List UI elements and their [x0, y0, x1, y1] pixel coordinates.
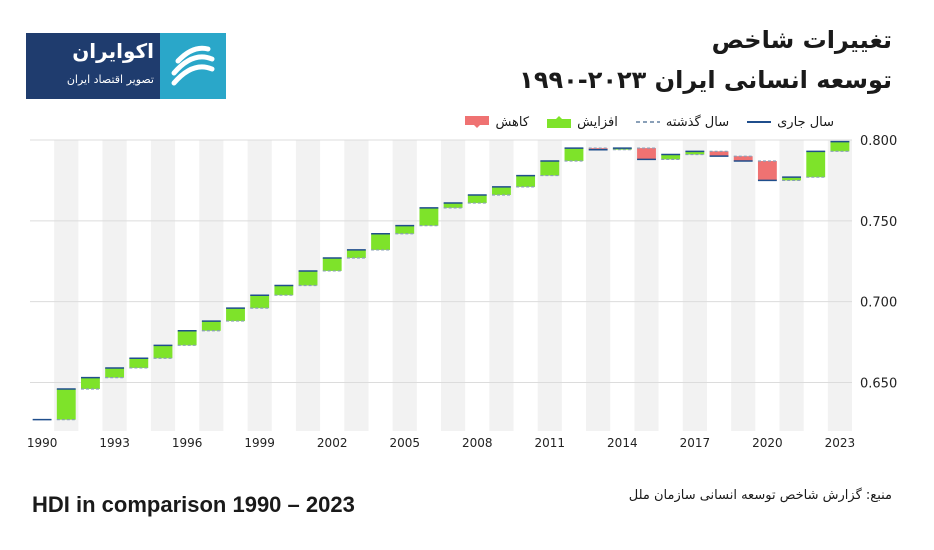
decrease-bar	[588, 148, 608, 150]
chart-title: تغییرات شاخص توسعه انسانی ایران ۲۰۲۳-۱۹۹…	[372, 20, 892, 100]
increase-bar	[395, 225, 415, 234]
x-tick-label: 1990	[27, 436, 58, 450]
background-band	[489, 140, 514, 431]
increase-bar	[806, 151, 826, 178]
increase-bar	[129, 358, 149, 368]
increase-bar	[564, 148, 584, 162]
increase-bar	[177, 330, 197, 346]
decrease-bar	[709, 151, 729, 157]
increase-bar	[443, 203, 463, 208]
background-band	[586, 140, 611, 431]
increase-bar	[201, 321, 221, 331]
background-band	[634, 140, 659, 431]
x-tick-label: 1996	[172, 436, 203, 450]
background-band	[199, 140, 224, 431]
decrease-bar	[637, 148, 656, 160]
title-line-2: توسعه انسانی ایران ۲۰۲۳-۱۹۹۰	[519, 66, 892, 94]
increase-bar	[56, 388, 76, 420]
legend-previous-year: سال گذشته	[635, 114, 730, 130]
background-band	[779, 140, 804, 431]
spiral-icon	[171, 45, 215, 86]
increase-bar	[685, 151, 705, 155]
increase-bar	[274, 285, 294, 296]
increase-bar	[298, 270, 318, 286]
increase-bar	[516, 175, 536, 187]
increase-bar	[419, 207, 439, 226]
increase-bar	[153, 345, 173, 359]
increase-bar	[250, 295, 270, 309]
increase-bar	[371, 233, 390, 250]
increase-bar	[105, 367, 125, 378]
source-note: منبع: گزارش شاخص توسعه انسانی سازمان ملل	[628, 488, 892, 503]
x-tick-label: 2014	[607, 436, 638, 450]
legend-decrease-label: کاهش	[495, 114, 530, 130]
background-band	[102, 140, 127, 431]
logo-name: اکوایران	[72, 39, 154, 63]
y-tick-label: 0.700	[860, 296, 897, 311]
x-tick-label: 2002	[317, 436, 348, 450]
x-tick-label: 2008	[462, 436, 493, 450]
x-tick-label: 2005	[389, 436, 420, 450]
increase-bar	[81, 377, 100, 389]
x-tick-label: 2020	[752, 436, 783, 450]
x-tick-label: 1993	[99, 436, 130, 450]
x-tick-label: 1999	[244, 436, 275, 450]
chart-legend: سال جاری سال گذشته افزایش کاهش	[465, 112, 834, 132]
increase-bar	[492, 186, 511, 195]
title-line-1: تغییرات شاخص	[711, 26, 892, 54]
background-band	[441, 140, 466, 431]
legend-current-year: سال جاری	[747, 115, 834, 130]
increase-bar	[612, 148, 632, 150]
background-band	[682, 140, 707, 431]
logo-tagline: تصویر اقتصاد ایران	[66, 73, 154, 86]
decrease-swatch-icon	[465, 116, 490, 128]
background-band	[150, 140, 176, 431]
increase-bar	[322, 258, 342, 271]
logo-mark-icon	[160, 33, 226, 99]
legend-increase: افزایش	[547, 115, 618, 130]
legend-decrease: کاهش	[465, 115, 529, 130]
increase-bar	[782, 177, 801, 181]
background-band	[827, 140, 852, 431]
background-band	[247, 140, 272, 431]
increase-bar	[661, 154, 681, 160]
y-tick-label: 0.750	[860, 215, 897, 230]
legend-previous-year-label: سال گذشته	[665, 114, 730, 130]
increase-bar	[540, 161, 560, 176]
legend-increase-label: افزایش	[577, 114, 618, 130]
y-tick-label: 0.650	[860, 377, 897, 392]
background-band	[54, 140, 79, 431]
chart-caption: HDI in comparison 1990 – 2023	[32, 492, 355, 517]
background-band	[392, 140, 417, 431]
decrease-bar	[757, 161, 777, 181]
brand-logo: اکوایران تصویر اقتصاد ایران	[26, 33, 226, 99]
increase-swatch-icon	[547, 116, 572, 128]
solid-line-icon	[747, 121, 772, 123]
increase-bar	[467, 194, 487, 204]
dashed-line-icon	[635, 121, 660, 123]
increase-bar	[226, 308, 245, 322]
increase-bar	[830, 141, 850, 152]
increase-bar	[346, 249, 366, 259]
x-tick-label: 2011	[535, 436, 566, 450]
background-band	[537, 140, 562, 431]
background-band	[731, 140, 756, 431]
background-band	[344, 140, 369, 431]
y-tick-label: 0.800	[860, 134, 897, 149]
legend-current-year-label: سال جاری	[777, 114, 834, 130]
x-tick-label: 2017	[680, 436, 711, 450]
decrease-bar	[733, 156, 753, 162]
x-tick-label: 2023	[825, 436, 856, 450]
